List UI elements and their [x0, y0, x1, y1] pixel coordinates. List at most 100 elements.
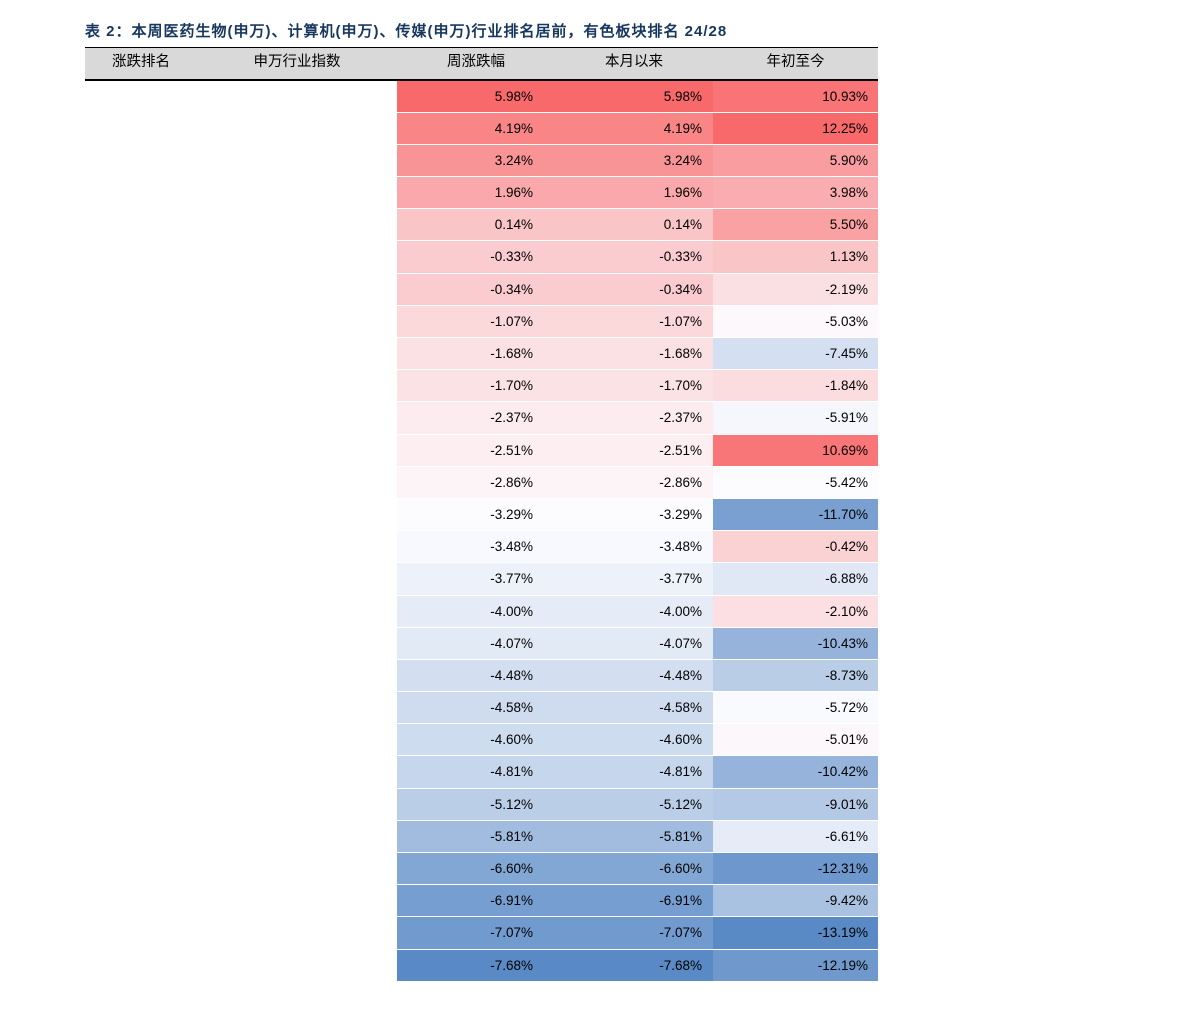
industry-index-cell	[197, 306, 397, 338]
month-to-date-cell: -7.07%	[555, 917, 713, 950]
year-to-date-cell: -10.43%	[713, 627, 878, 660]
rank-cell	[85, 113, 197, 145]
month-to-date-cell: 0.14%	[555, 209, 713, 242]
ranking-table: 涨跌排名 申万行业指数 周涨跌幅 本月以来 年初至今 5.98% 5.98% 10.…	[85, 47, 878, 982]
header-month-to-date: 本月以来	[605, 54, 663, 70]
header-year-to-date: 年初至今	[766, 54, 825, 70]
month-to-date-cell: 1.96%	[555, 177, 713, 210]
week-change-cell: -4.81%	[397, 756, 555, 789]
month-to-date-cell: -6.60%	[555, 853, 713, 886]
week-change-cell: 5.98%	[397, 80, 555, 113]
industry-index-cell	[197, 950, 397, 982]
industry-index-cell	[197, 241, 397, 273]
rank-cell	[85, 853, 197, 885]
industry-index-cell	[197, 370, 397, 402]
industry-index-cell	[197, 209, 397, 241]
month-to-date-cell: -4.00%	[555, 595, 713, 628]
week-change-cell: -4.00%	[397, 595, 555, 628]
week-change-cell: -4.60%	[397, 724, 555, 757]
industry-index-cell	[197, 499, 397, 531]
month-to-date-cell: -5.81%	[555, 820, 713, 853]
rank-cell	[85, 177, 197, 209]
week-change-cell: -1.70%	[397, 370, 555, 403]
week-change-cell: 1.96%	[397, 177, 555, 210]
month-to-date-cell: -2.86%	[555, 466, 713, 499]
year-to-date-cell: -9.42%	[713, 885, 878, 918]
year-to-date-cell: -8.73%	[713, 659, 878, 693]
year-to-date-cell: -10.42%	[713, 756, 878, 789]
year-to-date-cell: -11.70%	[713, 498, 878, 532]
year-to-date-cell: 3.98%	[713, 177, 878, 210]
rank-cell	[85, 628, 197, 660]
week-change-cell: -3.77%	[397, 563, 555, 596]
industry-index-cell	[197, 917, 397, 949]
rank-cell	[85, 563, 197, 595]
week-change-cell: 0.14%	[397, 209, 555, 242]
rank-cell	[85, 692, 197, 724]
year-to-date-cell: -9.01%	[713, 788, 878, 821]
month-to-date-cell: 3.24%	[555, 144, 713, 178]
month-to-date-cell: -1.70%	[555, 370, 713, 403]
industry-index-cell	[197, 113, 397, 145]
month-to-date-cell: 5.98%	[555, 80, 713, 113]
rank-cell	[85, 209, 197, 241]
month-to-date-cell: -4.60%	[555, 724, 713, 757]
rank-cell	[85, 499, 197, 531]
year-to-date-cell: 10.93%	[713, 80, 878, 113]
week-change-cell: -4.07%	[397, 627, 555, 660]
rank-cell	[85, 241, 197, 273]
week-change-cell: -6.60%	[397, 853, 555, 886]
industry-index-cell	[197, 756, 397, 788]
header-industry-index: 申万行业指数	[253, 54, 341, 70]
rank-cell	[85, 821, 197, 853]
month-to-date-cell: -3.48%	[555, 531, 713, 564]
week-change-cell: -4.58%	[397, 692, 555, 725]
year-to-date-cell: -6.88%	[713, 563, 878, 596]
year-to-date-cell: 10.69%	[713, 434, 878, 467]
industry-index-cell	[197, 789, 397, 821]
industry-index-cell	[197, 435, 397, 467]
rank-cell	[85, 724, 197, 756]
week-change-cell: -1.68%	[397, 338, 555, 371]
month-to-date-cell: -3.29%	[555, 498, 713, 532]
month-to-date-cell: -4.81%	[555, 756, 713, 789]
week-change-cell: 3.24%	[397, 144, 555, 178]
rank-cell	[85, 274, 197, 306]
industry-index-cell	[197, 531, 397, 563]
rank-cell	[85, 756, 197, 788]
rank-cell	[85, 596, 197, 628]
rank-cell	[85, 145, 197, 177]
week-change-cell: -2.37%	[397, 402, 555, 435]
week-change-cell: -6.91%	[397, 885, 555, 918]
year-to-date-cell: 12.25%	[713, 112, 878, 145]
industry-index-cell	[197, 660, 397, 692]
year-to-date-cell: -5.91%	[713, 402, 878, 435]
year-to-date-cell: -2.19%	[713, 273, 878, 306]
week-change-cell: -4.48%	[397, 659, 555, 693]
industry-index-cell	[197, 177, 397, 209]
industry-index-cell	[197, 628, 397, 660]
industry-index-cell	[197, 467, 397, 499]
month-to-date-cell: -1.07%	[555, 305, 713, 338]
year-to-date-cell: -5.01%	[713, 724, 878, 757]
industry-index-cell	[197, 885, 397, 917]
week-change-cell: -3.29%	[397, 498, 555, 532]
table-header-row: 涨跌排名 申万行业指数 周涨跌幅 本月以来 年初至今	[85, 47, 878, 81]
year-to-date-cell: -6.61%	[713, 820, 878, 853]
week-change-cell: -1.07%	[397, 305, 555, 338]
industry-index-cell	[197, 338, 397, 370]
industry-index-cell	[197, 821, 397, 853]
table-body: 5.98% 5.98% 10.93% 4.19% 4.19% 12.25% 3.24% 3.2…	[85, 80, 878, 982]
month-to-date-cell: -2.51%	[555, 434, 713, 467]
rank-cell	[85, 789, 197, 821]
month-to-date-cell: -1.68%	[555, 338, 713, 371]
year-to-date-cell: -12.19%	[713, 949, 878, 982]
industry-index-cell	[197, 596, 397, 628]
week-change-cell: -7.07%	[397, 917, 555, 950]
week-change-cell: -0.34%	[397, 273, 555, 306]
rank-cell	[85, 531, 197, 563]
rank-cell	[85, 402, 197, 434]
week-change-cell: -2.86%	[397, 466, 555, 499]
industry-index-cell	[197, 724, 397, 756]
year-to-date-cell: 5.90%	[713, 144, 878, 178]
